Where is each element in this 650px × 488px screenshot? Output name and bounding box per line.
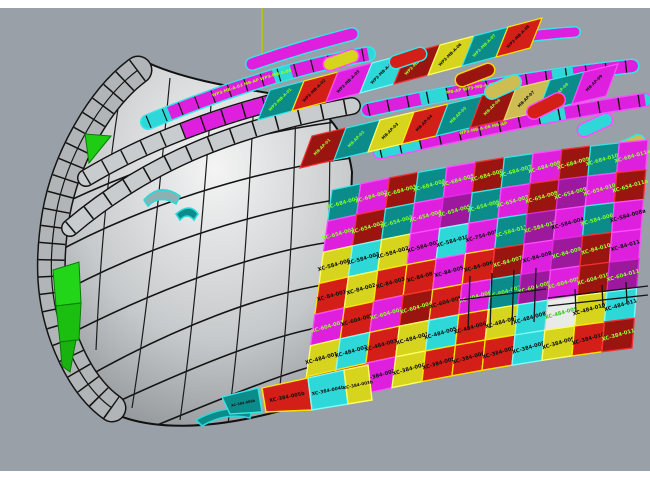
- deck-ribbon[interactable]: [61, 97, 361, 237]
- ribbon-segment: [366, 60, 633, 116]
- deck-ribbon[interactable]: WP3-MB-A-06 MB-AP: [372, 92, 650, 160]
- ribbon-segment: [378, 94, 646, 158]
- panel-label: XC-384-006b: [231, 399, 256, 408]
- deck-ribbon[interactable]: [245, 27, 359, 71]
- ribbon-segment: [82, 76, 356, 185]
- highlight-panel-green[interactable]: [55, 302, 82, 343]
- panel-label: XC-384-003b: [343, 379, 374, 390]
- fin-tip: [390, 48, 426, 68]
- edge-sliver: [174, 207, 199, 222]
- frame-extension-line: [467, 275, 471, 331]
- frame-extension-line: [574, 288, 577, 313]
- panel-grid: XC-684-001aXC-684-001aXC-684-002aXC-684-…: [301, 139, 650, 409]
- ribbon-segment: [65, 98, 354, 234]
- highlight-panel-green[interactable]: [52, 261, 82, 307]
- fin-panel[interactable]: [571, 63, 619, 105]
- hull-panel[interactable]: [221, 387, 263, 415]
- hull-mesh-line: [57, 239, 349, 341]
- hull-wireframe-centerline: [50, 69, 139, 409]
- ribbon-segment: [378, 94, 646, 158]
- frame-extension-line: [547, 285, 649, 299]
- frame-extension-line: [547, 294, 649, 307]
- fin-tip: [324, 50, 358, 70]
- hull-panel[interactable]: XC-384-011: [601, 317, 635, 353]
- fin-tip: [578, 114, 612, 136]
- frame-extension-line: [533, 267, 537, 323]
- frame-extension-line: [601, 284, 604, 309]
- frame-extension-line: [625, 281, 628, 305]
- highlight-panel-green[interactable]: [84, 133, 112, 165]
- fin-tip: [485, 75, 521, 99]
- frame-extension-line: [489, 272, 493, 329]
- ribbon-segment: [145, 47, 370, 129]
- frame-extension-line: [459, 288, 547, 301]
- fin-tip: [456, 64, 494, 86]
- hull-panel[interactable]: [343, 364, 373, 405]
- ribbon-segment: [250, 28, 354, 70]
- hull-mesh-line: [47, 197, 351, 301]
- hull-mesh-line: [275, 101, 297, 421]
- edge-sliver: [142, 189, 182, 208]
- fin-panel[interactable]: [494, 17, 544, 58]
- ribbon-segment: [378, 94, 646, 158]
- highlight-panel-green[interactable]: [59, 339, 77, 373]
- frame-extension-line: [511, 269, 515, 326]
- hull-mesh-line: [95, 95, 121, 351]
- fin-tip: [527, 93, 565, 119]
- hull-mesh-line: [77, 281, 345, 383]
